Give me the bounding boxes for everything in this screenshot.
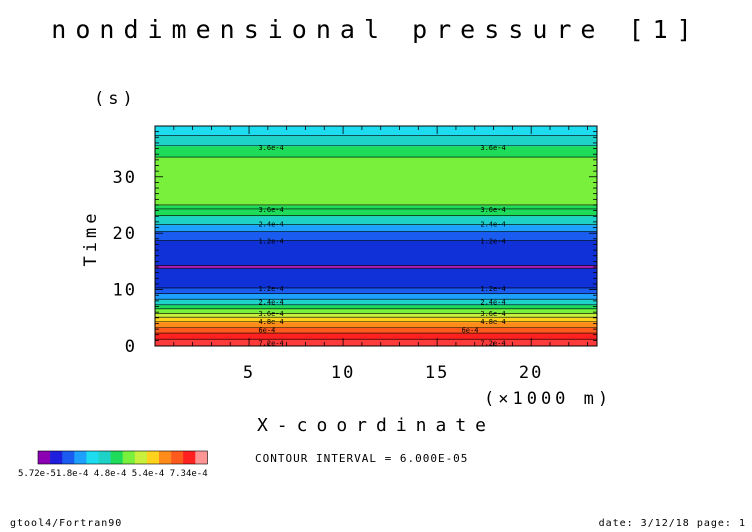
contour-label-1-1: 3.6e-4 [480, 206, 505, 214]
band-18 [155, 204, 597, 210]
x-tick-label-5: 5 [243, 363, 255, 383]
contour-label-2-1: 2.4e-4 [480, 221, 505, 229]
band-0 [155, 339, 597, 347]
contour-label-5-1: 2.4e-4 [480, 299, 505, 307]
plot-area [155, 126, 597, 347]
y-tick-label-20: 20 [113, 224, 137, 244]
contour-lines [155, 135, 597, 340]
band-12 [155, 265, 597, 269]
contour-label-3-1: 1.2e-4 [480, 238, 505, 246]
contour-interval-text: CONTOUR INTERVAL = 6.000E-05 [255, 452, 468, 465]
band-2 [155, 327, 597, 334]
colorbar-swatch-13 [195, 451, 208, 464]
colorbar-swatch-7 [122, 451, 136, 464]
footer-left: gtool4/Fortran90 [10, 518, 122, 529]
contour-label-5-0: 2.4e-4 [258, 299, 283, 307]
contour-label-3-0: 1.2e-4 [258, 238, 283, 246]
colorbar-swatch-4 [86, 451, 99, 464]
band-11 [155, 268, 597, 289]
colorbar-swatch-0 [38, 451, 51, 464]
contour-label-8-1: 6e-4 [462, 327, 479, 335]
contour-label-6-0: 3.6e-4 [258, 310, 283, 318]
band-14 [155, 231, 597, 242]
colorbar [37, 450, 208, 465]
x-tick-label-20: 20 [519, 363, 543, 383]
band-15 [155, 224, 597, 232]
band-20 [155, 145, 597, 158]
contour-label-1-0: 3.6e-4 [258, 206, 283, 214]
colorbar-swatch-12 [183, 451, 196, 464]
band-22 [155, 126, 597, 137]
colorbar-swatch-2 [62, 451, 75, 464]
x-tick-label-10: 10 [331, 363, 355, 383]
colorbar-labels: 5.72e-51.8e-4 4.8e-4 5.4e-4 7.34e-4 [18, 469, 208, 479]
contour-label-9-1: 7.2e-4 [480, 340, 505, 348]
colorbar-swatch-8 [134, 451, 148, 464]
colorbar-swatch-5 [98, 451, 111, 464]
footer-right: date: 3/12/18 page: 1 [599, 518, 746, 529]
colorbar-swatch-11 [171, 451, 184, 464]
band-10 [155, 287, 597, 295]
colorbar-swatch-1 [50, 451, 63, 464]
band-21 [155, 135, 597, 147]
contour-label-4-1: 1.2e-4 [480, 285, 505, 293]
y-tick-label-30: 30 [113, 168, 137, 188]
chart-title: nondimensional pressure [1] [51, 15, 700, 44]
contour-label-0-1: 3.6e-4 [480, 144, 505, 152]
contour-label-8-0: 6e-4 [258, 327, 275, 335]
x-tick-label-15: 15 [425, 363, 449, 383]
band-9 [155, 293, 597, 300]
band-17 [155, 208, 597, 217]
band-19 [155, 157, 597, 206]
band-3 [155, 321, 597, 328]
colorbar-swatch-9 [146, 451, 160, 464]
colorbar-swatch-3 [74, 451, 87, 464]
band-4 [155, 317, 597, 323]
contour-label-0-0: 3.6e-4 [258, 144, 283, 152]
contour-label-7-1: 4.8e-4 [480, 318, 505, 326]
y-axis-label: Time [81, 210, 101, 267]
axes: 5 10 15 20 0 10 20 30 [113, 125, 598, 383]
contour-label-2-0: 2.4e-4 [258, 221, 283, 229]
x-unit-label: (×1000 m) [484, 389, 612, 409]
band-5 [155, 313, 597, 318]
band-7 [155, 304, 597, 310]
plot-frame [154, 125, 598, 347]
band-6 [155, 308, 597, 314]
colorbar-swatch-10 [159, 451, 172, 464]
contour-label-7-0: 4.8e-4 [258, 318, 283, 326]
contour-label-9-0: 7.2e-4 [258, 340, 283, 348]
colorbar-swatch-6 [110, 451, 123, 464]
y-tick-label-0: 0 [125, 337, 137, 357]
band-13 [155, 240, 597, 266]
band-16 [155, 215, 597, 226]
contour-label-4-0: 1.2e-4 [258, 285, 283, 293]
x-axis-label: X-coordinate [257, 415, 495, 436]
band-8 [155, 299, 597, 306]
y-unit-label: (s) [94, 89, 137, 109]
y-tick-label-10: 10 [113, 281, 137, 301]
contour-label-6-1: 3.6e-4 [480, 310, 505, 318]
colorbar-frame [37, 450, 208, 465]
band-1 [155, 333, 597, 340]
contour-labels: 3.6e-4 3.6e-4 3.6e-4 3.6e-4 2.4e-4 2.4e-4 1.2e… [258, 144, 505, 348]
